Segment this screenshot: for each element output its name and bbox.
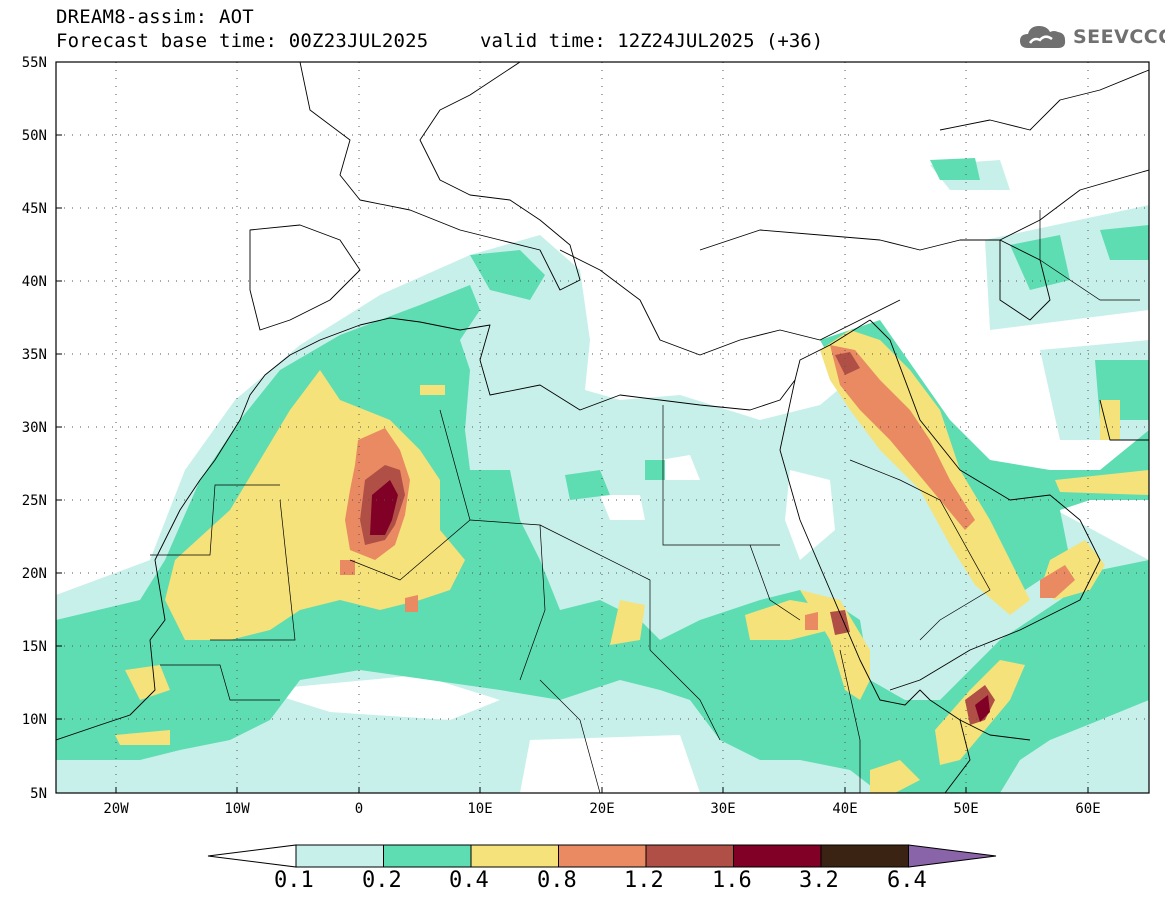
lon-label: 0 [355,801,363,817]
borders [150,210,1140,793]
lon-label: 20E [589,801,614,817]
lon-label: 10E [467,801,492,817]
colorbar-label: 0.2 [362,868,402,893]
colorbar-label: 0.8 [537,868,577,893]
lon-label: 50E [953,801,978,817]
lon-label: 20W [103,801,129,817]
latitude-labels: 55N 50N 45N 40N 35N 30N 25N 20N 15N 10N … [22,55,47,802]
colorbar-swatch [383,844,472,868]
lat-label: 40N [22,274,47,290]
lon-label: 40E [832,801,857,817]
lat-label: 50N [22,128,47,144]
colorbar-swatch [470,844,559,868]
colorbar-label: 0.1 [274,868,314,893]
axis-ticks [56,61,1089,794]
lat-label: 20N [22,566,47,582]
lat-label: 35N [22,347,47,363]
lat-label: 5N [30,786,47,802]
colorbar-over-arrow [908,844,997,868]
colorbar-swatch [733,844,822,868]
colorbar-label: 1.2 [624,868,664,893]
colorbar-swatch [645,844,734,868]
colorbar-swatch [295,844,384,868]
colorbar-label: 6.4 [887,868,927,893]
lon-label: 30E [710,801,735,817]
colorbar-label: 0.4 [449,868,489,893]
colorbar [207,844,997,868]
lat-label: 25N [22,493,47,509]
lon-label: 10W [224,801,250,817]
lat-label: 15N [22,639,47,655]
colorbar-swatch [820,844,909,868]
lat-label: 45N [22,201,47,217]
cloud-icon [1020,26,1066,48]
longitude-labels: 20W 10W 0 10E 20E 30E 40E 50E 60E [103,801,1100,817]
lat-label: 10N [22,712,47,728]
lat-label: 55N [22,55,47,71]
seevccc-logo: SEEVCCC [1018,22,1165,52]
colorbar-swatch [558,844,647,868]
lat-label: 30N [22,420,47,436]
aot-level-1.6 [370,480,990,722]
colorbar-under-arrow [207,844,297,868]
colorbar-label: 3.2 [799,868,839,893]
valid-time: valid time: 12Z24JUL2025 (+36) [480,30,824,52]
aot-gaps [260,455,835,793]
coastlines [56,62,1149,793]
lon-label: 60E [1075,801,1100,817]
aot-fields [56,62,1149,793]
forecast-base-time: Forecast base time: 00Z23JUL2025 [56,30,429,52]
colorbar-label: 1.6 [712,868,752,893]
map-title: DREAM8-assim: AOT [56,6,254,28]
